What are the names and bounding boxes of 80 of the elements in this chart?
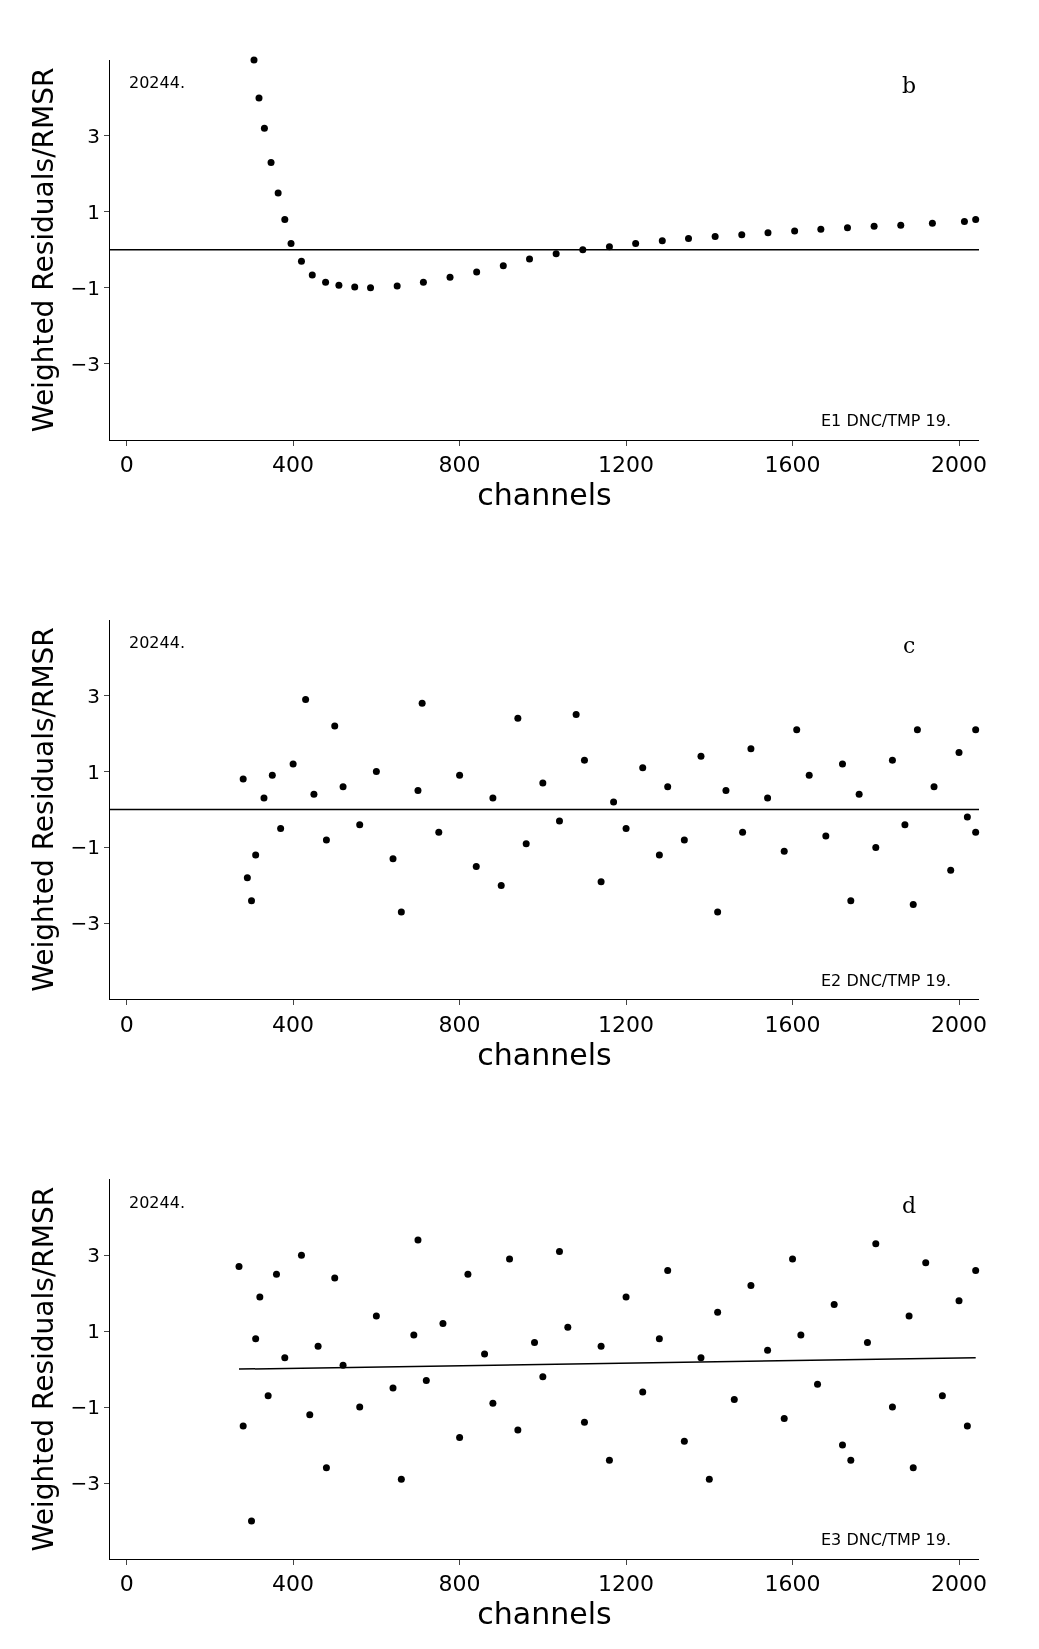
y-axis-title: Weighted Residuals/RMSR: [27, 67, 61, 433]
point: [526, 255, 534, 263]
x-tick-label: 2000: [931, 1571, 988, 1597]
x-tick-label: 0: [119, 1011, 134, 1037]
x-axis-title: channels: [477, 1596, 612, 1632]
point: [928, 219, 936, 227]
point: [685, 234, 692, 242]
y-axis-title: Weighted Residuals/RMSR: [27, 1186, 61, 1552]
x-axis-title: channels: [477, 477, 612, 513]
point: [335, 281, 343, 289]
point: [711, 233, 719, 241]
point: [367, 284, 375, 292]
point: [605, 243, 613, 251]
x-tick-label: 2000: [931, 1011, 988, 1037]
point: [351, 283, 359, 291]
point: [738, 231, 746, 239]
x-tick-label: 1200: [598, 452, 655, 478]
point: [393, 282, 401, 290]
annotation: 20244.: [129, 633, 185, 652]
y-tick-label: −3: [70, 911, 100, 936]
point: [322, 278, 330, 286]
point: [267, 159, 275, 167]
point: [260, 124, 268, 132]
x-tick-label: 1600: [764, 452, 821, 478]
point: [250, 56, 258, 64]
y-tick-label: 3: [87, 1243, 100, 1268]
annotation: b: [902, 73, 917, 98]
x-tick-label: 400: [272, 1571, 315, 1597]
point: [870, 222, 878, 230]
x-tick-label: 800: [438, 1011, 481, 1037]
annotation: E1 DNC/TMP 19.: [821, 411, 951, 430]
annotation: 20244.: [129, 1193, 185, 1212]
annotation: d: [902, 1193, 917, 1218]
point: [499, 262, 507, 270]
point: [287, 239, 295, 247]
point: [255, 94, 263, 102]
point: [473, 268, 481, 276]
y-tick-label: −1: [70, 275, 100, 300]
x-tick-label: 1600: [764, 1571, 821, 1597]
point: [297, 257, 305, 265]
point: [843, 224, 851, 232]
x-tick-label: 1600: [764, 1011, 821, 1037]
point: [972, 215, 980, 223]
y-tick-label: −1: [70, 835, 100, 860]
y-tick-label: 1: [87, 199, 100, 224]
y-tick-label: −3: [70, 351, 100, 376]
y-tick-label: −3: [70, 1471, 100, 1496]
point: [658, 237, 666, 245]
point: [419, 278, 427, 286]
point: [308, 271, 316, 279]
x-tick-label: 1200: [598, 1571, 655, 1597]
x-tick-label: 0: [119, 1571, 134, 1597]
x-tick-label: 400: [272, 1011, 315, 1037]
x-axis-title: channels: [477, 1036, 612, 1072]
point: [791, 227, 799, 235]
annotation: c: [903, 633, 916, 658]
x-tick-label: 2000: [931, 452, 988, 478]
annotation: 20244.: [129, 73, 185, 92]
point: [552, 250, 560, 258]
point: [274, 189, 282, 197]
x-tick-label: 800: [438, 452, 481, 478]
y-axis-title: Weighted Residuals/RMSR: [27, 627, 61, 992]
y-tick-label: −1: [70, 1395, 100, 1420]
point: [281, 215, 289, 223]
x-tick-label: 800: [438, 1571, 481, 1597]
y-tick-label: 3: [87, 683, 100, 708]
annotation: E3 DNC/TMP 19.: [821, 1530, 951, 1549]
x-tick-label: 0: [119, 452, 134, 478]
point: [764, 229, 772, 237]
y-tick-label: 3: [87, 123, 100, 148]
point: [960, 217, 968, 225]
y-tick-label: 1: [87, 1319, 100, 1344]
annotation: E2 DNC/TMP 19.: [821, 971, 951, 990]
x-tick-label: 1200: [598, 1011, 655, 1037]
x-tick-label: 400: [272, 452, 315, 478]
point: [817, 225, 825, 233]
point: [632, 239, 640, 247]
point: [446, 273, 454, 281]
point: [897, 221, 905, 229]
y-tick-label: 1: [87, 759, 100, 784]
